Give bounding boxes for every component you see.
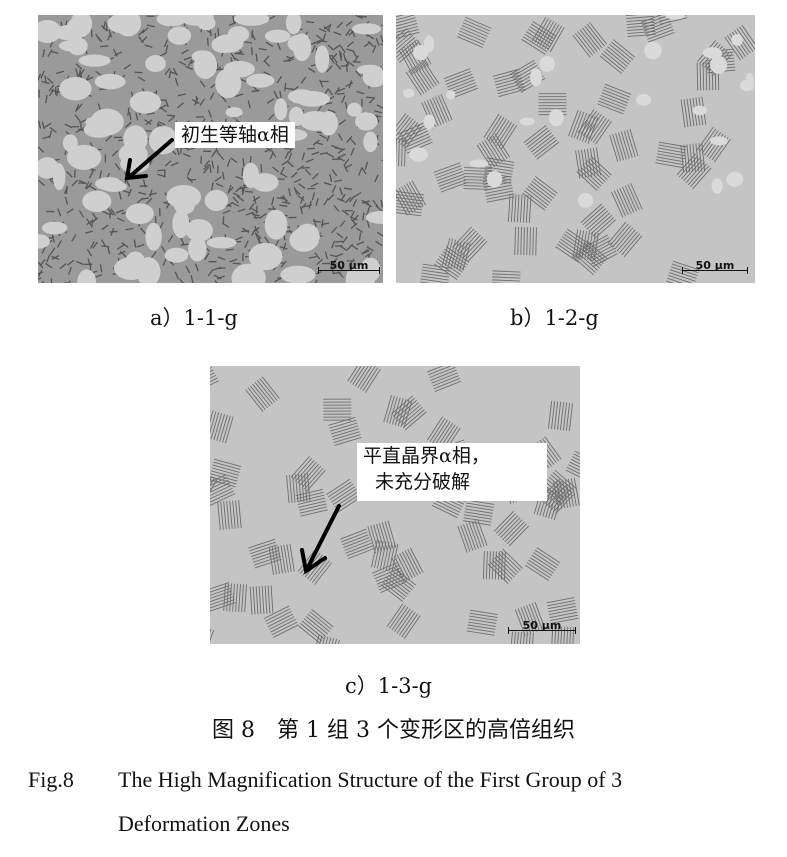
- scale-bar-a: 50 μm: [318, 259, 380, 274]
- micrograph-c: [210, 366, 580, 644]
- microstructure-texture: [38, 15, 383, 283]
- subcaption-a: a）1-1-g: [150, 306, 238, 330]
- scale-bar-c: 50 μm: [508, 619, 576, 634]
- microstructure-texture: [210, 366, 580, 644]
- scale-bar-b: 50 μm: [682, 259, 748, 274]
- figure-caption-cn: 图 8 第 1 组 3 个变形区的高倍组织: [212, 718, 575, 743]
- caption-line-1: The High Magnification Structure of the …: [118, 767, 623, 792]
- microstructure-texture: [396, 15, 755, 283]
- subcaption-b: b）1-2-g: [510, 306, 599, 330]
- annotation-line-1: 平直晶界α相，: [363, 445, 490, 467]
- subcaption-c: c）1-3-g: [345, 674, 433, 698]
- figure-label: Fig.8: [28, 767, 74, 792]
- scale-bar-label: 50 μm: [329, 259, 369, 272]
- micrograph-a: [38, 15, 383, 283]
- annotation-line-2: 未充分破解: [375, 471, 471, 493]
- scale-bar-label: 50 μm: [522, 619, 562, 632]
- scale-bar-label: 50 μm: [695, 259, 735, 272]
- annotation-primary-alpha: 初生等轴α相: [175, 122, 295, 148]
- micrograph-b: [396, 15, 755, 283]
- caption-line-2: Deformation Zones: [118, 811, 290, 836]
- figure-caption-en: Fig.8 The High Magnification Structure of…: [28, 758, 622, 846]
- annotation-grain-boundary-alpha: 平直晶界α相， 未充分破解: [357, 443, 547, 501]
